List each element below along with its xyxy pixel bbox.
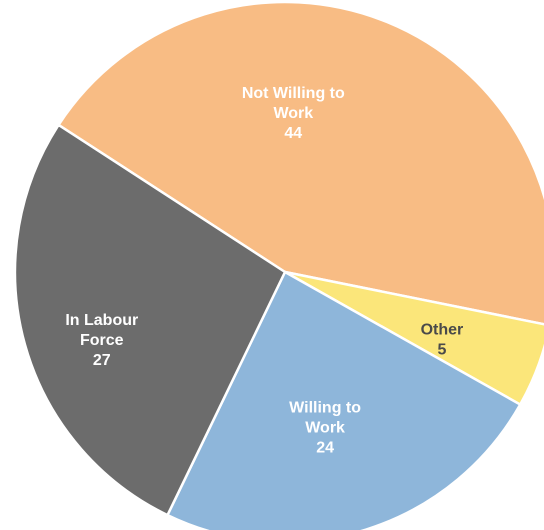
- pie-slice[interactable]: [57, 0, 544, 326]
- pie-labels: Not Willing to Work 44 Other 5 Willing to Work…: [65, 85, 463, 457]
- slice-name-label: Force: [80, 332, 124, 349]
- slice-name-label: Work: [273, 105, 313, 122]
- slice-name-label: Other: [421, 321, 464, 338]
- slice-value-label: 5: [437, 341, 446, 358]
- slice-value-label: 24: [316, 440, 334, 457]
- slice-label: Willing to Work 24: [289, 400, 361, 457]
- slice-name-label: Willing to: [289, 400, 361, 417]
- slice-label: Not Willing to Work 44: [242, 85, 345, 142]
- pie-slice[interactable]: [13, 123, 287, 517]
- slice-name-label: In Labour: [65, 312, 138, 329]
- slice-name-label: Work: [305, 420, 345, 437]
- slice-label: In Labour Force 27: [65, 312, 138, 369]
- slice-value-label: 27: [93, 352, 111, 369]
- pie-slices: [13, 0, 544, 530]
- slice-name-label: Not Willing to: [242, 85, 345, 102]
- slice-label: Other 5: [421, 321, 464, 358]
- slice-value-label: 44: [284, 125, 302, 142]
